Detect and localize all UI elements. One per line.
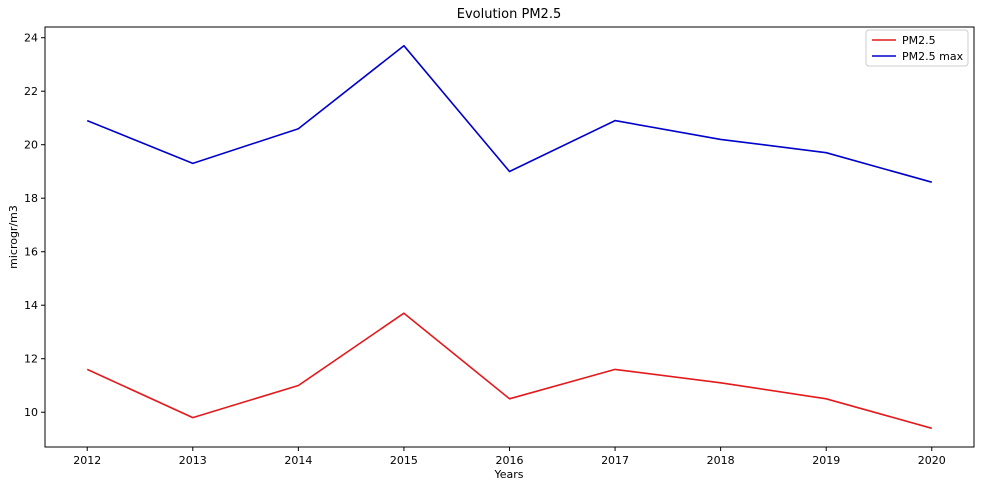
x-tick-label: 2014 [284, 454, 312, 467]
series-line-1 [86, 44, 933, 183]
y-tick-label: 16 [24, 246, 38, 259]
legend-box [865, 29, 969, 67]
legend: PM2.5 PM2.5 max [865, 29, 969, 67]
x-tick-label: 2017 [601, 454, 629, 467]
x-tick-label: 2016 [496, 454, 524, 467]
y-axis: 10 12 14 16 18 20 22 24 [24, 32, 45, 419]
y-axis-label: microgr/m3 [7, 205, 20, 269]
x-tick-label: 2018 [707, 454, 735, 467]
x-axis-label: Years [493, 468, 523, 481]
x-tick-label: 2013 [179, 454, 207, 467]
y-tick-label: 22 [24, 85, 38, 98]
x-tick-label: 2020 [918, 454, 946, 467]
y-tick-label: 24 [24, 32, 38, 45]
y-tick-label: 12 [24, 353, 38, 366]
series-line-0 [86, 312, 933, 430]
x-tick-label: 2019 [812, 454, 840, 467]
x-axis: 2012 2013 2014 2015 2016 2017 2018 2019 2020 [73, 447, 946, 467]
chart-title: Evolution PM2.5 [457, 7, 561, 22]
plot-area-frame [44, 26, 975, 448]
legend-label: PM2.5 [902, 34, 936, 47]
y-tick-label: 14 [24, 299, 38, 312]
legend-label: PM2.5 max [902, 50, 964, 63]
y-tick-label: 18 [24, 192, 38, 205]
y-tick-label: 10 [24, 406, 38, 419]
x-tick-label: 2012 [73, 454, 101, 467]
y-tick-label: 20 [24, 139, 38, 152]
x-tick-label: 2015 [390, 454, 418, 467]
series-layer [86, 44, 933, 430]
